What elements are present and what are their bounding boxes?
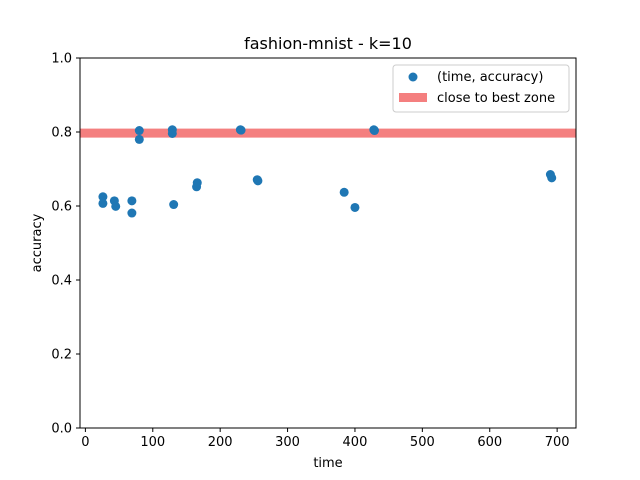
x-tick-label: 400 bbox=[343, 435, 368, 450]
data-point bbox=[98, 192, 108, 202]
y-axis: 0.0 0.2 0.4 0.6 0.8 1.0 bbox=[51, 52, 80, 437]
data-point bbox=[253, 176, 263, 186]
data-point bbox=[111, 201, 121, 211]
data-point bbox=[127, 208, 137, 218]
points-layer bbox=[98, 125, 557, 218]
data-point bbox=[167, 128, 177, 138]
data-point bbox=[370, 126, 379, 136]
y-tick-label: 0.4 bbox=[51, 274, 72, 289]
x-tick-label: 300 bbox=[275, 435, 300, 450]
data-point bbox=[169, 200, 179, 210]
y-tick-label: 0.8 bbox=[51, 126, 72, 141]
x-tick-label: 600 bbox=[477, 435, 502, 450]
y-axis-label: accuracy bbox=[30, 213, 45, 272]
x-axis-label: time bbox=[313, 456, 342, 471]
data-point bbox=[350, 202, 360, 212]
data-point bbox=[547, 173, 557, 183]
data-point bbox=[339, 187, 349, 197]
y-tick-label: 0.2 bbox=[51, 348, 72, 363]
legend: (time, accuracy) close to best zone bbox=[392, 64, 570, 113]
y-tick-label: 1.0 bbox=[51, 52, 72, 67]
x-tick-label: 200 bbox=[208, 435, 233, 450]
legend-label-zone: close to best zone bbox=[437, 91, 555, 106]
y-tick-label: 0.0 bbox=[51, 422, 72, 437]
y-tick-label: 0.6 bbox=[51, 200, 72, 215]
data-point bbox=[134, 126, 144, 136]
data-point bbox=[192, 178, 202, 188]
x-tick-label: 0 bbox=[81, 435, 89, 450]
legend-label-points: (time, accuracy) bbox=[437, 70, 543, 85]
x-tick-label: 500 bbox=[410, 435, 435, 450]
zone-layer bbox=[80, 128, 576, 138]
data-point bbox=[236, 125, 246, 135]
best-zone-band bbox=[80, 128, 576, 138]
chart-title: fashion-mnist - k=10 bbox=[244, 34, 412, 53]
data-point bbox=[127, 196, 137, 206]
x-tick-label: 100 bbox=[140, 435, 165, 450]
legend-box bbox=[392, 64, 570, 113]
legend-marker-points bbox=[408, 72, 418, 82]
data-point bbox=[134, 134, 144, 144]
x-tick-label: 700 bbox=[545, 435, 570, 450]
x-axis: 0 100 200 300 400 500 600 700 bbox=[81, 428, 570, 450]
data-point bbox=[98, 198, 108, 208]
plot-area-frame bbox=[79, 57, 577, 429]
legend-marker-zone bbox=[399, 93, 427, 102]
